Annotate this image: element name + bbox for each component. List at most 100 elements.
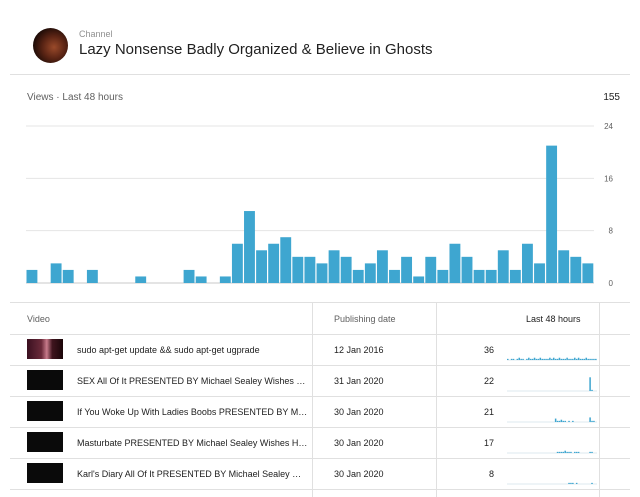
sparkline-bar — [564, 420, 566, 422]
table-row[interactable]: If You Woke Up With Ladies Boobs PRESENT… — [0, 396, 640, 427]
sparkline-bar — [560, 358, 563, 360]
bar[interactable] — [570, 256, 582, 283]
bar[interactable] — [62, 269, 74, 283]
video-thumbnail[interactable] — [27, 339, 63, 359]
bar[interactable] — [534, 263, 545, 283]
sparkline-bar — [562, 358, 565, 360]
bar[interactable] — [582, 263, 594, 283]
sparkline-bar — [568, 451, 570, 453]
metric-label: Views · Last 48 hours — [27, 92, 123, 103]
bar[interactable] — [425, 256, 437, 283]
sparkline-bar — [575, 451, 578, 453]
bar[interactable] — [292, 256, 304, 283]
publish-date: 30 Jan 2020 — [334, 469, 384, 479]
column-header-last-48-hours[interactable]: Last 48 hours — [526, 314, 581, 324]
bar[interactable] — [558, 250, 570, 283]
bar[interactable] — [376, 250, 388, 283]
table-row[interactable]: SEX All Of It PRESENTED BY Michael Seale… — [0, 365, 640, 396]
bar[interactable] — [219, 276, 231, 283]
bar[interactable] — [497, 250, 509, 283]
video-thumbnail[interactable] — [27, 370, 63, 390]
bar[interactable] — [521, 243, 533, 283]
video-thumbnail[interactable] — [27, 401, 63, 421]
sparkline-bar — [572, 482, 574, 484]
sparkline-bar — [545, 358, 547, 360]
bar[interactable] — [461, 256, 473, 283]
sparkline-bar — [512, 358, 515, 360]
sparkline-bar — [570, 451, 572, 453]
sparkline-bar — [558, 420, 561, 422]
bar[interactable] — [316, 263, 328, 283]
sparkline-bar — [556, 420, 559, 422]
sparkline-bar — [570, 358, 572, 360]
bar[interactable] — [509, 269, 521, 283]
bar[interactable] — [231, 243, 243, 283]
row-divider — [10, 427, 630, 428]
video-title[interactable]: SEX All Of It PRESENTED BY Michael Seale… — [77, 376, 309, 386]
bar[interactable] — [26, 269, 38, 283]
channel-title[interactable]: Lazy Nonsense Badly Organized & Believe … — [79, 41, 433, 58]
sparkline-bar — [572, 358, 574, 360]
sparkline-bar — [572, 420, 574, 422]
bar[interactable] — [364, 263, 376, 283]
video-thumbnail[interactable] — [27, 463, 63, 483]
bar[interactable] — [183, 269, 195, 283]
sparkline-bar — [589, 451, 591, 453]
bar[interactable] — [304, 256, 316, 283]
bar[interactable] — [413, 276, 425, 283]
bar[interactable] — [256, 250, 268, 283]
sparkline-bar — [520, 358, 522, 360]
bar[interactable] — [389, 269, 400, 283]
sparkline-bar — [531, 358, 534, 360]
channel-avatar[interactable] — [33, 28, 68, 63]
video-title[interactable]: Karl's Diary All Of It PRESENTED BY Mich… — [77, 469, 309, 479]
bar[interactable] — [280, 237, 292, 283]
bar[interactable] — [437, 269, 449, 283]
video-title[interactable]: If You Woke Up With Ladies Boobs PRESENT… — [77, 407, 309, 417]
bar[interactable] — [135, 276, 147, 283]
sparkline-bar — [564, 358, 566, 360]
bar[interactable] — [244, 211, 255, 283]
publish-date: 30 Jan 2020 — [334, 438, 384, 448]
sparkline-bar — [591, 482, 593, 484]
bar[interactable] — [340, 256, 352, 283]
video-title[interactable]: sudo apt-get update && sudo apt-get ugpr… — [77, 345, 260, 355]
y-tick-label: 16 — [604, 174, 613, 183]
bar[interactable] — [485, 269, 497, 283]
row-divider — [10, 334, 630, 335]
bar[interactable] — [195, 276, 207, 283]
video-thumbnail[interactable] — [27, 432, 63, 452]
row-divider — [10, 458, 630, 459]
video-title[interactable]: Masturbate PRESENTED BY Michael Sealey W… — [77, 438, 309, 448]
sparkline-bar — [533, 357, 536, 360]
view-count: 8 — [488, 469, 494, 479]
table-row[interactable]: sudo apt-get update && sudo apt-get ugpr… — [0, 334, 640, 365]
sparkline — [507, 357, 597, 361]
column-header-video[interactable]: Video — [27, 314, 50, 324]
sparkline-bar — [566, 357, 568, 360]
sparkline-bar — [568, 420, 570, 422]
sparkline-bar — [593, 358, 595, 360]
table-row[interactable]: Karl's Diary All Of It PRESENTED BY Mich… — [0, 458, 640, 490]
bar[interactable] — [401, 256, 413, 283]
column-header-publishing-date[interactable]: Publishing date — [334, 314, 396, 324]
sparkline-bar — [549, 357, 551, 360]
sparkline-bar — [585, 357, 588, 360]
bar[interactable] — [50, 263, 62, 283]
bar[interactable] — [328, 250, 340, 283]
sparkline-bar — [558, 357, 561, 360]
bar[interactable] — [352, 269, 364, 283]
sparkline — [507, 377, 597, 392]
sparkline-bar — [507, 358, 509, 360]
y-tick-label: 8 — [609, 227, 614, 236]
bar[interactable] — [86, 269, 98, 283]
bar[interactable] — [473, 269, 485, 283]
bar[interactable] — [268, 243, 280, 283]
chart-divider — [10, 302, 630, 303]
sparkline-bar — [539, 357, 542, 360]
sparkline-bar — [581, 358, 584, 360]
sparkline-bar — [541, 358, 543, 360]
table-row[interactable]: Masturbate PRESENTED BY Michael Sealey W… — [0, 427, 640, 458]
bar[interactable] — [449, 243, 461, 283]
bar[interactable] — [546, 145, 558, 283]
